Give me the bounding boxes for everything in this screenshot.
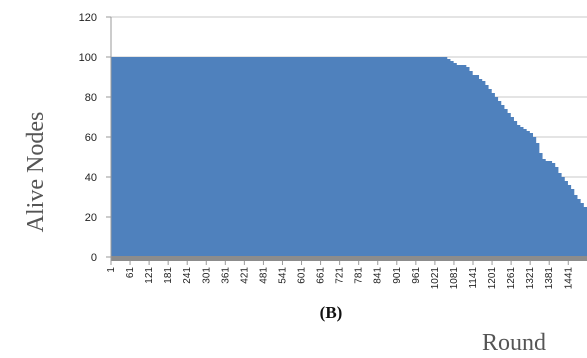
x-tick-label: 1141 xyxy=(468,267,479,289)
x-tick-label: 1261 xyxy=(506,267,517,290)
x-tick-label: 481 xyxy=(258,267,269,284)
x-tick-label: 601 xyxy=(297,267,308,284)
x-tick-label: 301 xyxy=(201,267,212,284)
panel-label: (B) xyxy=(320,303,343,322)
x-tick-label: 1021 xyxy=(430,267,441,290)
y-tick-label: 20 xyxy=(85,212,97,224)
x-tick-label: 181 xyxy=(163,267,174,284)
x-tick-label: 661 xyxy=(316,267,327,284)
x-tick-label: 1441 xyxy=(563,267,574,290)
x-tick-label: 361 xyxy=(220,267,231,284)
y-axis-ticks: 0 20 40 60 80 100 120 xyxy=(79,12,112,264)
x-tick-label: 241 xyxy=(182,267,193,284)
y-tick-label: 100 xyxy=(79,52,97,64)
x-tick-label: 961 xyxy=(411,267,422,284)
x-tick-label: 1321 xyxy=(525,267,536,290)
x-tick-label: 1 xyxy=(106,267,117,273)
x-tick-label: 781 xyxy=(354,267,365,284)
y-tick-label: 80 xyxy=(85,92,97,104)
x-tick-label: 1201 xyxy=(487,267,498,290)
y-tick-label: 120 xyxy=(79,12,97,24)
y-tick-label: 0 xyxy=(91,252,97,264)
x-axis-label: Round xyxy=(482,330,546,356)
y-tick-label: 40 xyxy=(85,172,97,184)
x-tick-label: 901 xyxy=(392,267,403,284)
x-tick-label: 541 xyxy=(277,267,288,284)
x-tick-label: 721 xyxy=(335,267,346,284)
zero-baseline xyxy=(111,256,587,261)
y-tick-label: 60 xyxy=(85,132,97,144)
alive-nodes-area xyxy=(111,57,587,257)
x-tick-label: 1381 xyxy=(544,267,555,290)
x-tick-label: 421 xyxy=(239,267,250,284)
x-tick-label: 121 xyxy=(144,267,155,284)
x-tick-label: 1081 xyxy=(449,267,460,290)
y-axis-label: Alive Nodes xyxy=(23,112,49,233)
x-axis-ticks: 1 61 121 181 241 301 361 421 481 541 601 661 721 781 8… xyxy=(106,261,574,289)
x-tick-label: 841 xyxy=(373,267,384,284)
x-tick-label: 61 xyxy=(125,267,136,279)
